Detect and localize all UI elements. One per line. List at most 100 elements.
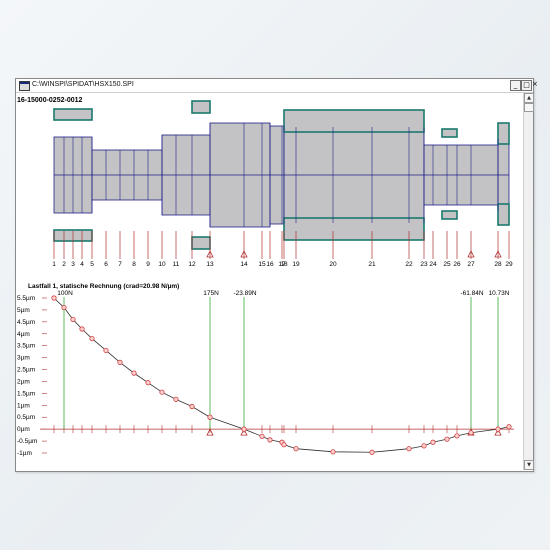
- bearing-main-bottom: [283, 217, 425, 241]
- node-label: 10: [158, 261, 166, 268]
- data-point: [506, 424, 512, 430]
- data-point: [293, 446, 299, 452]
- node-label: 21: [368, 261, 376, 268]
- node-label: 3: [71, 261, 75, 268]
- bearing-mid-bottom: [191, 236, 211, 250]
- bearing-mid-top: [191, 100, 211, 114]
- deflection-plot: 5.5µm 5µm 4.5µm 4µm 3.5µm 3µm 2.5µm 2µm 1.5µm 1µm…: [17, 290, 514, 457]
- support-marker: [467, 250, 475, 258]
- support-marker: [494, 428, 502, 436]
- drawing-canvas: 16-15000-0252-0012 1 2 3 4 5 6 7 8 9 10 11 12 13 14 15…: [17, 97, 514, 457]
- node-label: 18: [280, 261, 288, 268]
- data-point: [145, 380, 151, 386]
- data-point: [79, 326, 85, 332]
- support-marker: [206, 250, 214, 258]
- data-point: [281, 442, 287, 448]
- data-point: [173, 396, 179, 402]
- y-tick-label: 5.5µm: [17, 295, 35, 302]
- node-label: 11: [173, 261, 180, 268]
- data-point: [103, 347, 109, 354]
- y-tick-label: -0.5µm: [17, 438, 37, 445]
- vertical-scrollbar[interactable]: ▲ ▼: [523, 93, 534, 470]
- node-label: 13: [206, 261, 214, 268]
- data-point: [267, 437, 273, 443]
- support-marker: [206, 428, 214, 436]
- data-point: [430, 439, 436, 445]
- maximize-button[interactable]: □: [521, 80, 532, 91]
- bearing-right-top: [441, 128, 458, 138]
- bearing-left-top: [53, 108, 93, 121]
- node-label: 24: [429, 261, 437, 268]
- node-label: 1: [52, 261, 56, 268]
- support-marker: [240, 250, 248, 258]
- scroll-thumb[interactable]: [524, 103, 534, 112]
- y-tick-label: 4.5µm: [17, 319, 35, 326]
- support-marker: [240, 428, 248, 436]
- data-point: [159, 389, 165, 395]
- bearing-end-bottom: [497, 203, 510, 226]
- node-label: 7: [118, 261, 122, 268]
- data-point: [468, 430, 474, 436]
- bearing-end-top: [497, 122, 510, 145]
- y-tick-label: 3.5µm: [17, 343, 35, 350]
- force-label: 10.73N: [489, 290, 510, 297]
- node-label: 27: [467, 261, 475, 268]
- data-point: [369, 449, 375, 455]
- y-tick-label: 1.5µm: [17, 390, 35, 397]
- node-label: 5: [90, 261, 94, 268]
- node-label: 19: [292, 261, 300, 268]
- data-point: [444, 436, 450, 442]
- data-point: [61, 304, 67, 311]
- node-label: 20: [329, 261, 337, 268]
- node-label: 6: [104, 261, 108, 268]
- app-icon: [19, 81, 30, 91]
- force-label: -23.89N: [233, 290, 256, 297]
- y-tick-label: 1µm: [17, 402, 30, 409]
- drawing-id: 16-15000-0252-0012: [17, 97, 82, 104]
- data-point: [207, 414, 213, 420]
- y-tick-label: 4µm: [17, 331, 30, 338]
- y-tick-label: 5µm: [17, 307, 30, 314]
- spi-window: C:\WINSPI\SPIDAT\HSX150.SPI _ □ × 16-150…: [15, 78, 538, 472]
- data-point: [259, 433, 265, 439]
- node-label: 25: [443, 261, 451, 268]
- data-point: [406, 446, 412, 452]
- data-point: [421, 443, 427, 449]
- y-tick-label: 2.5µm: [17, 367, 35, 374]
- y-tick-label: -1µm: [17, 450, 32, 457]
- scroll-up-button[interactable]: ▲: [524, 93, 534, 103]
- data-point: [241, 426, 247, 432]
- node-label: 14: [240, 261, 248, 268]
- node-label: 4: [80, 261, 84, 268]
- window-title: C:\WINSPI\SPIDAT\HSX150.SPI: [32, 81, 134, 88]
- force-label: -61.84N: [460, 290, 483, 297]
- data-point: [70, 316, 76, 323]
- data-point: [89, 335, 95, 342]
- node-label: 16: [266, 261, 274, 268]
- node-label: 15: [258, 261, 266, 268]
- data-point: [131, 370, 137, 376]
- node-label: 17: [278, 261, 286, 268]
- bearing-right-bottom: [441, 210, 458, 220]
- node-label: 29: [505, 261, 513, 268]
- bearing-main-top: [283, 109, 425, 133]
- minimize-button[interactable]: _: [510, 80, 521, 91]
- node-label: 26: [453, 261, 461, 268]
- node-label: 28: [494, 261, 502, 268]
- shaft-drawing: [53, 100, 510, 250]
- y-tick-label: 3µm: [17, 355, 30, 362]
- scroll-down-button[interactable]: ▼: [524, 460, 534, 470]
- force-label: 100N: [57, 290, 73, 297]
- y-tick-label: 0.5µm: [17, 414, 35, 421]
- data-point: [117, 359, 123, 365]
- data-point: [189, 403, 195, 410]
- y-tick-label: 0µm: [17, 426, 30, 433]
- y-tick-label: 2µm: [17, 378, 30, 385]
- data-point: [51, 295, 57, 301]
- support-marker: [494, 250, 502, 258]
- title-bar[interactable]: C:\WINSPI\SPIDAT\HSX150.SPI _ □ ×: [16, 79, 538, 93]
- node-label: 23: [420, 261, 428, 268]
- node-label: 22: [405, 261, 413, 268]
- node-label: 8: [132, 261, 136, 268]
